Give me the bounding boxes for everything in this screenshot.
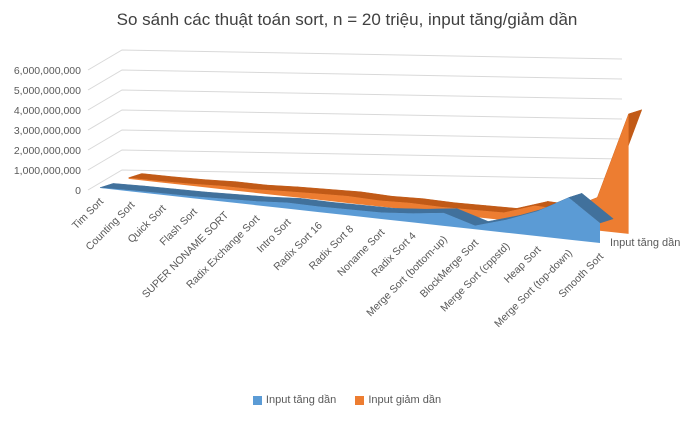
- y-tick-label: 2,000,000,000: [14, 145, 81, 157]
- y-tick-label: 3,000,000,000: [14, 125, 81, 137]
- gridline: [87, 49, 623, 71]
- legend: Input tăng dần Input giảm dần: [0, 394, 694, 408]
- gridline: [87, 89, 623, 111]
- legend-label-tang-dan: Input tăng dần: [265, 394, 337, 406]
- legend-label-giam-dan: Input giảm dần: [368, 394, 442, 406]
- y-axis-tick-labels: 0 1,000,000,000 2,000,000,000 3,000,000,000…: [14, 65, 81, 197]
- legend-item-tang-dan: Input tăng dần: [252, 394, 337, 406]
- area-front-face: [100, 187, 600, 243]
- gridline: [87, 169, 623, 191]
- gridline: [87, 129, 623, 151]
- y-tick-label: 0: [75, 185, 81, 197]
- y-tick-label: 4,000,000,000: [14, 105, 81, 117]
- gridlines: [87, 49, 623, 191]
- legend-swatch-giam-dan: [355, 395, 365, 405]
- gridline: [87, 149, 623, 171]
- gridline: [87, 69, 623, 91]
- y-tick-label: 6,000,000,000: [14, 65, 81, 77]
- chart-title: So sánh các thuật toán sort, n = 20 triệ…: [116, 10, 578, 29]
- y-tick-label: 1,000,000,000: [14, 165, 81, 177]
- series-input-tang-dan: [99, 183, 614, 243]
- series-axis-label: Input tăng dần: [610, 237, 680, 249]
- gridline: [87, 109, 623, 131]
- y-tick-label: 5,000,000,000: [14, 85, 81, 97]
- legend-swatch-tang-dan: [252, 395, 262, 405]
- legend-item-giam-dan: Input giảm dần: [355, 394, 441, 406]
